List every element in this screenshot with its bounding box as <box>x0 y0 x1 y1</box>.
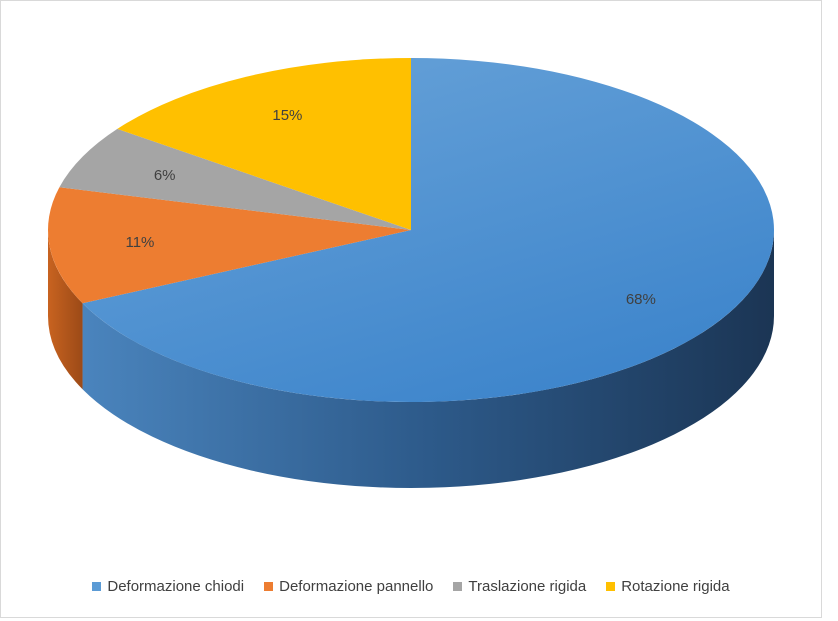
side-deformazione-chiodi <box>82 230 774 488</box>
side-deformazione-pannello <box>48 230 83 390</box>
data-label-traslazione-rigida: 6% <box>154 167 176 184</box>
legend-label: Deformazione pannello <box>279 578 434 595</box>
legend-label: Traslazione rigida <box>468 578 587 595</box>
slice-deformazione-pannello <box>48 187 411 304</box>
legend-label: Deformazione chiodi <box>107 578 245 595</box>
slice-traslazione-rigida <box>59 128 412 230</box>
pie-chart: 68% 11% 6% 15% <box>48 57 775 488</box>
legend-swatch <box>453 582 463 591</box>
data-label-deformazione-chiodi: 68% <box>626 291 656 308</box>
legend-label: Rotazione rigida <box>621 578 730 595</box>
legend-item-deformazione-chiodi: Deformazione chiodi <box>92 578 244 595</box>
legend: Deformazione chiodi Deformazione pannello… <box>0 578 822 595</box>
legend-swatch <box>606 582 616 591</box>
data-label-deformazione-pannello: 11% <box>125 234 154 251</box>
data-label-rotazione-rigida: 15% <box>272 107 302 124</box>
legend-item-rotazione-rigida: Rotazione rigida <box>606 578 730 595</box>
legend-swatch <box>264 582 274 591</box>
legend-item-traslazione-rigida: Traslazione rigida <box>453 578 586 595</box>
slice-rotazione-rigida <box>117 57 411 230</box>
legend-swatch <box>92 582 102 591</box>
legend-item-deformazione-pannello: Deformazione pannello <box>264 578 433 595</box>
slice-deformazione-chiodi <box>82 58 775 402</box>
